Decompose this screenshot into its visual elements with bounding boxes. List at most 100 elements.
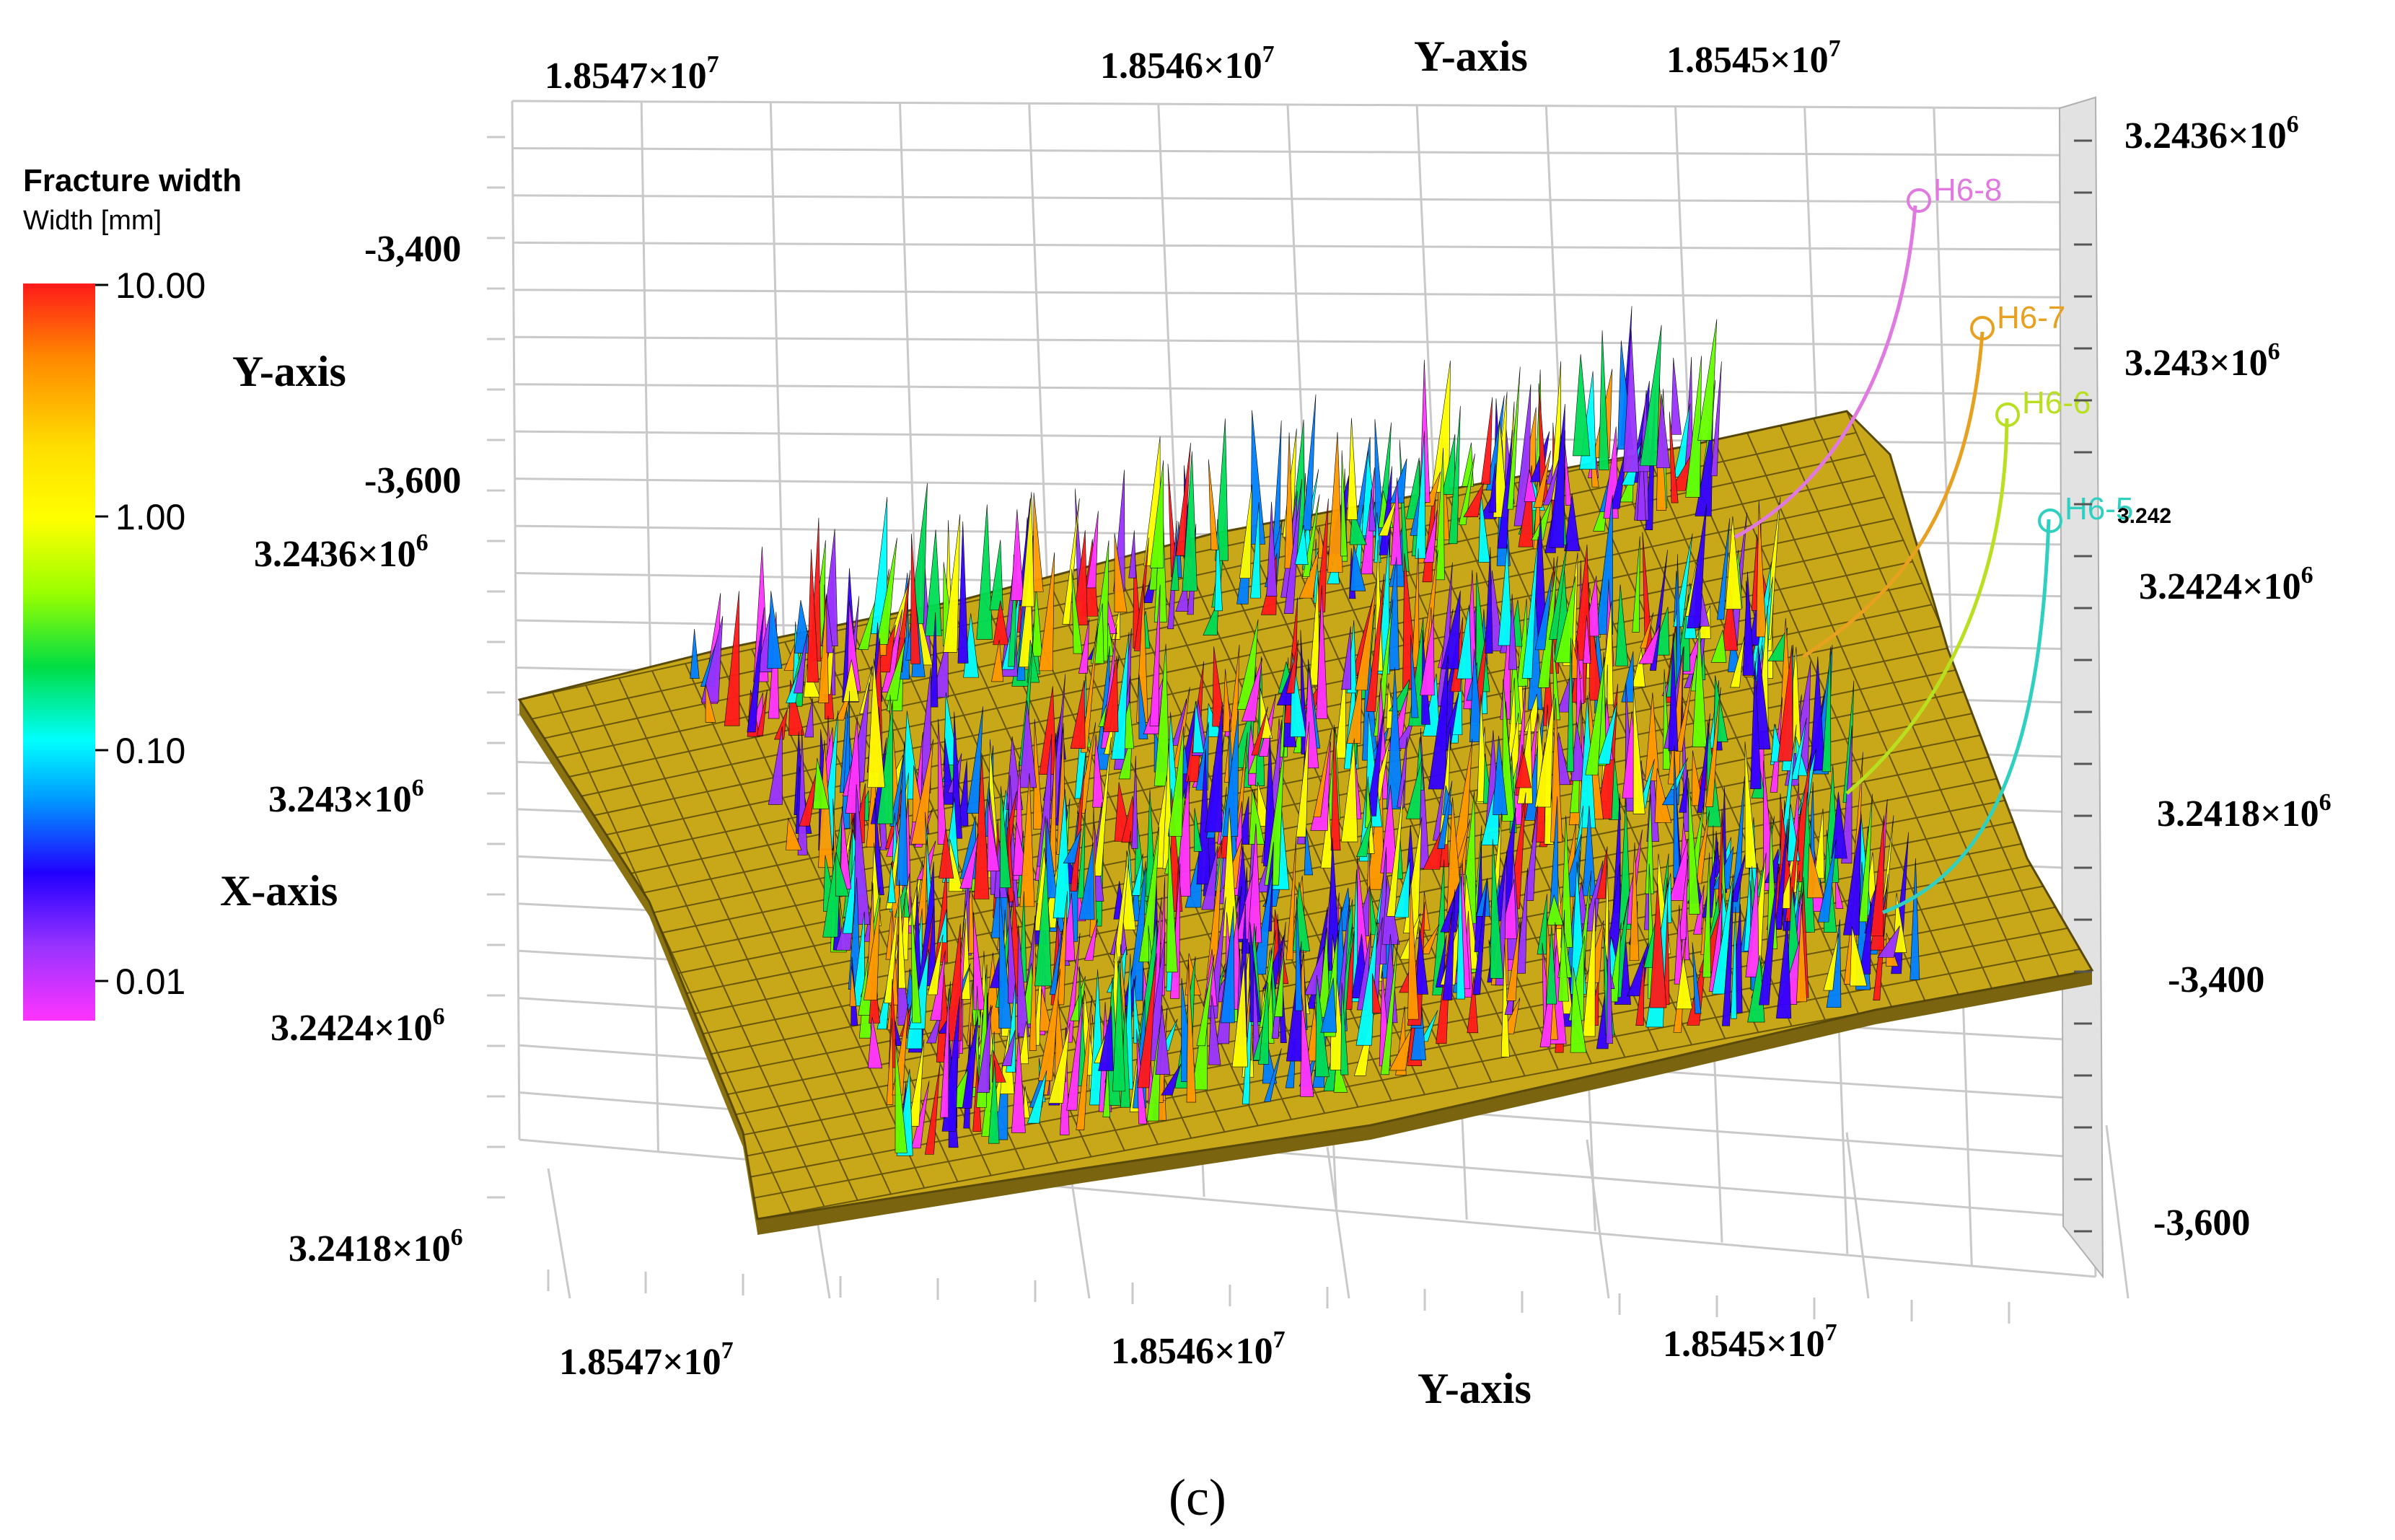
fracture-spike (1055, 891, 1068, 1006)
fracture-spike (1582, 897, 1596, 1037)
fracture-spike (1552, 625, 1560, 721)
fracture-spike (1521, 536, 1539, 679)
fracture-spike (1166, 829, 1178, 973)
fracture-spike (1264, 1048, 1282, 1102)
fracture-spike (793, 633, 808, 694)
fracture-spike (1131, 755, 1138, 849)
fracture-spike (1022, 1086, 1030, 1119)
fracture-spike (1710, 630, 1727, 663)
legend-title: Fracture width (23, 163, 242, 198)
fracture-spike (1134, 537, 1149, 651)
well-trajectories (1733, 205, 2051, 915)
fracture-spike (1415, 431, 1426, 559)
fracture-spike (843, 659, 860, 702)
right-x-tick-4: 3.2418×106 (2157, 789, 2332, 835)
fracture-spike (1093, 737, 1112, 876)
fracture-spike (1405, 758, 1423, 819)
fracture-spike (1423, 471, 1441, 506)
fracture-spike (1084, 918, 1098, 961)
fracture-spike (1506, 918, 1521, 1001)
right-x-tick-2: 3.243×106 (2124, 338, 2280, 384)
fracture-spike (849, 965, 857, 1007)
fracture-spike (1640, 325, 1662, 466)
fracture-spike (1615, 584, 1629, 666)
fracture-spike (812, 757, 830, 809)
fracture-spike (1038, 552, 1055, 672)
fracture-spike (1679, 769, 1689, 813)
fracture-spike (1192, 700, 1205, 753)
well-head-h6-8 (1907, 188, 1931, 213)
fracture-spike (1686, 503, 1707, 629)
fracture-spike (884, 892, 900, 1004)
fracture-spike (1649, 884, 1667, 1008)
fracture-spike (1205, 702, 1223, 832)
fracture-spike (1456, 862, 1465, 1000)
fracture-spike (1437, 780, 1453, 849)
fracture-spike (1008, 536, 1019, 667)
fracture-spike (939, 828, 954, 879)
fracture-spike (1492, 735, 1508, 815)
fracture-spike (1092, 734, 1104, 808)
fracture-spike (1725, 516, 1742, 610)
fracture-spike (1283, 479, 1302, 615)
bottom-y-axis: 1.8547×107 1.8546×107 1.8545×107 Y-axis (559, 1319, 1837, 1412)
fracture-spike (1330, 724, 1341, 851)
fracture-spike (1533, 450, 1551, 508)
fracture-spike (1011, 509, 1024, 601)
fracture-spike (1327, 432, 1343, 573)
fracture-spike (1286, 837, 1297, 961)
fracture-spike (976, 1004, 991, 1094)
floor-line (1586, 1139, 1610, 1299)
fracture-spike (1007, 894, 1018, 1004)
fracture-spike (1296, 721, 1310, 837)
fracture-spike (1796, 904, 1807, 1003)
fracture-spike (1730, 776, 1745, 913)
fracture-spike (1441, 434, 1456, 495)
fracture-spike (1341, 626, 1352, 690)
fracture-spike (987, 799, 1000, 872)
fracture-spike (774, 708, 788, 740)
grid-row (513, 241, 2068, 251)
fracture-spike (927, 934, 944, 995)
fracture-spike (908, 1039, 925, 1127)
fracture-spike (1415, 927, 1429, 995)
fracture-spike (1585, 656, 1605, 775)
fracture-spike (1182, 451, 1198, 591)
legend-tick-10: 10.00 (115, 265, 206, 306)
fracture-spike (889, 752, 905, 827)
fracture-spike (1478, 491, 1490, 563)
fracture-spike (1573, 354, 1591, 457)
fracture-spike (724, 591, 740, 726)
fracture-spike (887, 862, 896, 903)
fracture-spike (835, 851, 850, 897)
fracture-spike (1498, 543, 1513, 646)
fracture-spike (1032, 492, 1044, 592)
fracture-spike (1428, 655, 1449, 790)
fracture-spike (911, 1081, 930, 1149)
fracture-spike (1355, 817, 1372, 858)
fracture-spike (1019, 700, 1037, 788)
fracture-spike (1250, 501, 1261, 599)
fracture-spike (1112, 956, 1126, 1092)
fracture-spike (1137, 953, 1157, 1088)
fracture-spike (1697, 713, 1710, 813)
fracture-spike (768, 726, 783, 805)
fracture-spike (976, 504, 993, 640)
fracture-spike (1871, 815, 1884, 936)
fracture-spike (1629, 842, 1640, 962)
grid-row (512, 194, 2067, 203)
fracture-spike (1649, 550, 1668, 671)
fracture-spike (1858, 793, 1873, 923)
fracture-spike (1638, 625, 1661, 664)
fracture-spike (1019, 773, 1035, 907)
well-label-h6-8: H6-8 (1933, 172, 2002, 208)
fracture-spike (1027, 1070, 1047, 1124)
fracture-spike (1480, 397, 1493, 485)
fracture-spike (1220, 906, 1235, 1024)
fracture-spike (1405, 457, 1420, 519)
fracture-spike (1138, 673, 1148, 739)
fracture-spike (1313, 729, 1332, 818)
left-x-tick-3: 3.2424×106 (271, 1003, 445, 1049)
fracture-spike (1098, 1006, 1114, 1071)
fracture-spike (1814, 809, 1825, 879)
